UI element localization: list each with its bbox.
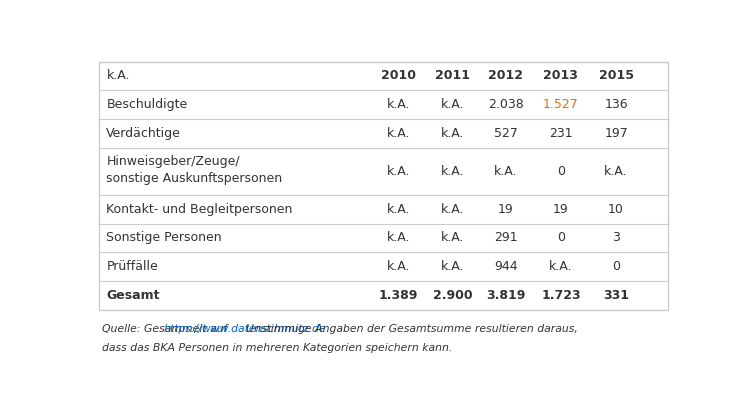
Text: k.A.: k.A. [440,98,464,111]
Text: k.A.: k.A. [494,165,518,178]
Text: k.A.: k.A. [604,165,628,178]
Text: 19: 19 [553,203,568,216]
Text: 2.900: 2.900 [432,289,472,302]
Text: k.A.: k.A. [106,69,130,82]
Text: Prüffälle: Prüffälle [106,260,158,273]
Text: 19: 19 [498,203,514,216]
Text: k.A.: k.A. [386,165,410,178]
Text: k.A.: k.A. [386,98,410,111]
Text: https://www.datenschmutz.de: https://www.datenschmutz.de [163,324,327,334]
Text: 3: 3 [612,231,620,244]
Text: 2015: 2015 [598,69,634,82]
Text: sonstige Auskunftspersonen: sonstige Auskunftspersonen [106,172,282,185]
Text: 231: 231 [549,127,573,140]
Text: 527: 527 [494,127,518,140]
Text: 291: 291 [494,231,518,244]
Text: 1.389: 1.389 [379,289,418,302]
Text: 0: 0 [557,165,565,178]
Text: 1.527: 1.527 [543,98,579,111]
Text: 136: 136 [604,98,628,111]
Text: k.A.: k.A. [440,231,464,244]
Text: Gesamt: Gesamt [106,289,160,302]
Text: dass das BKA Personen in mehreren Kategorien speichern kann.: dass das BKA Personen in mehreren Katego… [103,343,452,353]
Text: Kontakt- und Begleitpersonen: Kontakt- und Begleitpersonen [106,203,293,216]
Text: Sonstige Personen: Sonstige Personen [106,231,222,244]
Text: k.A.: k.A. [440,203,464,216]
Text: . Unstimmige Angaben der Gesamtsumme resultieren daraus,: . Unstimmige Angaben der Gesamtsumme res… [239,324,577,334]
Text: 2010: 2010 [381,69,416,82]
Text: k.A.: k.A. [440,260,464,273]
FancyBboxPatch shape [100,62,668,310]
Text: 331: 331 [603,289,629,302]
Text: 0: 0 [612,260,620,273]
Text: Hinweisgeber/Zeuge/: Hinweisgeber/Zeuge/ [106,155,240,169]
Text: Quelle: Gesammelt auf: Quelle: Gesammelt auf [103,324,231,334]
Text: k.A.: k.A. [386,203,410,216]
Text: k.A.: k.A. [440,127,464,140]
Text: Verdächtige: Verdächtige [106,127,181,140]
Text: 2.038: 2.038 [488,98,524,111]
Text: Beschuldigte: Beschuldigte [106,98,188,111]
Text: 197: 197 [604,127,628,140]
Text: 2012: 2012 [488,69,524,82]
Text: k.A.: k.A. [440,165,464,178]
Text: 3.819: 3.819 [486,289,526,302]
Text: k.A.: k.A. [386,260,410,273]
Text: 0: 0 [557,231,565,244]
Text: k.A.: k.A. [549,260,573,273]
Text: 1.723: 1.723 [541,289,580,302]
Text: k.A.: k.A. [386,127,410,140]
Text: 10: 10 [608,203,624,216]
Text: 944: 944 [494,260,518,273]
Text: 2011: 2011 [435,69,470,82]
Text: 2013: 2013 [544,69,578,82]
Text: k.A.: k.A. [386,231,410,244]
